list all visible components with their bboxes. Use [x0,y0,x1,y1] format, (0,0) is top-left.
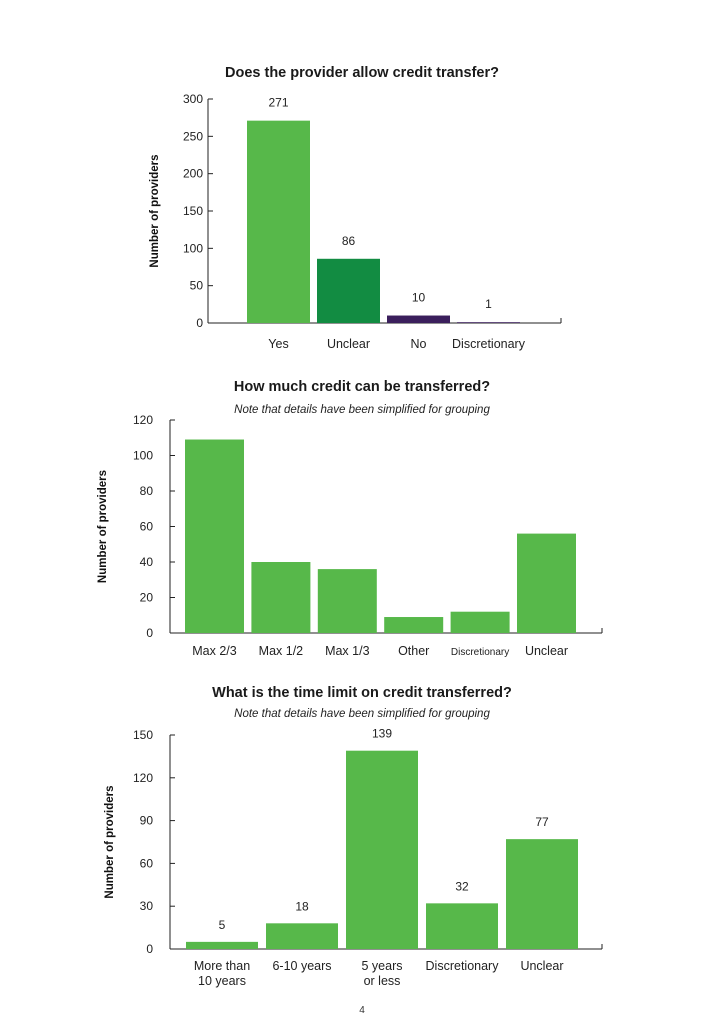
chart-1-value-label: 10 [412,291,426,305]
chart-3-value-label: 5 [219,918,226,932]
chart-2-y-tick-label: 80 [140,484,154,498]
chart-1-category-label: Yes [268,337,288,351]
chart-1-y-tick-label: 300 [183,92,203,106]
chart-2-title: How much credit can be transferred? [233,379,491,395]
chart-2-y-tick-label: 40 [140,555,154,569]
chart-3-category-label: More than [194,959,250,973]
chart-2-category-label: Max 1/3 [325,644,370,658]
chart-1-bar [247,120,310,323]
chart-1-bar [317,258,380,323]
chart-1-y-tick-label: 200 [183,167,203,181]
chart-2-category-label: Unclear [525,644,568,658]
chart-3-category-label: 6-10 years [272,959,331,973]
chart-2-bar [384,617,444,633]
chart-1-bar [457,322,520,323]
chart-1-value-label: 86 [342,234,356,248]
chart-1-y-tick-label: 100 [183,241,203,255]
chart-2-category-label: Max 2/3 [192,644,237,658]
chart-3-y-tick-label: 90 [140,814,154,828]
chart-3-value-label: 18 [295,899,309,913]
chart-2-y-tick-label: 120 [133,413,153,427]
chart-3-value-label: 139 [372,727,392,741]
chart-3-bar [266,923,338,949]
chart-2-category-label: Max 1/2 [259,644,304,658]
chart-1-value-label: 271 [268,96,288,110]
chart-1-y-tick-label: 50 [190,279,204,293]
chart-2-bar [185,439,244,633]
chart-2-bar [517,533,576,633]
chart-1-value-label: 1 [485,297,492,311]
chart-3-value-label: 77 [535,815,549,829]
chart-3-bar [346,750,418,949]
chart-2-bar [317,569,377,633]
chart-1-y-axis-title: Number of providers [149,154,161,267]
chart-3-category-label: Unclear [520,959,563,973]
chart-3-category-label: or less [364,974,401,988]
chart-2-y-tick-label: 0 [146,626,153,640]
chart-3-title: What is the time limit on credit transfe… [212,685,512,701]
chart-3-note: Note that details have been simplified f… [234,708,490,720]
chart-2-y-axis-title: Number of providers [97,470,109,583]
chart-2-bar [450,611,510,633]
chart-2-y-tick-label: 60 [140,520,154,534]
chart-3-y-tick-label: 120 [133,771,153,785]
chart-2-category-label: Other [398,644,429,658]
chart-2-y-tick-label: 100 [133,449,153,463]
chart-2-category-label: Discretionary [451,647,509,658]
chart-3-category-label: Discretionary [426,959,500,973]
chart-1-y-tick-label: 250 [183,129,203,143]
chart-1-bar [387,315,450,323]
chart-3-bar [506,839,578,949]
chart-1-title: Does the provider allow credit transfer? [225,65,499,81]
chart-3-y-tick-label: 30 [140,899,154,913]
chart-3-category-label: 5 years [362,959,403,973]
chart-3-category-label: 10 years [198,974,246,988]
chart-3-bar [186,941,258,949]
chart-3-bar [426,903,498,949]
chart-1-category-label: No [411,337,427,351]
chart-3-y-tick-label: 0 [146,942,153,956]
chart-3-y-tick-label: 60 [140,856,154,870]
chart-1-category-label: Unclear [327,337,370,351]
page-number: 4 [359,1005,365,1016]
chart-2-y-tick-label: 20 [140,591,154,605]
chart-2-note: Note that details have been simplified f… [234,404,490,416]
chart-3-value-label: 32 [455,879,469,893]
chart-3-y-axis-title: Number of providers [104,785,116,898]
chart-1-y-tick-label: 0 [196,316,203,330]
chart-1-category-label: Discretionary [452,337,526,351]
chart-3-y-tick-label: 150 [133,728,153,742]
chart-2-bar [251,562,311,633]
chart-1-y-tick-label: 150 [183,204,203,218]
